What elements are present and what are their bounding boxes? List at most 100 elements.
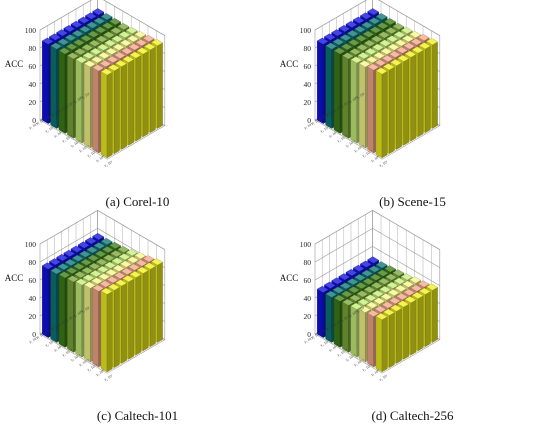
row-tick-label: γ₁ 10⁻²	[332, 318, 344, 327]
z-tick-label: 80	[29, 258, 37, 267]
row-tick-label: γ₁ 10⁻⁵	[311, 117, 323, 126]
bar-r0-c7	[375, 67, 388, 159]
row-tick-label: γ₁ 10⁻¹	[65, 314, 76, 323]
z-tick-label: 60	[304, 276, 312, 285]
col-tick-label: γ₂ 10⁰	[370, 154, 381, 163]
col-tick-label: γ₂ 10⁻⁶	[320, 124, 332, 133]
z-tick-label: 20	[304, 312, 312, 321]
row-tick-label: γ₁ 10⁻⁶	[303, 121, 315, 130]
row-tick-label: γ₁ 10⁻⁴	[318, 113, 330, 122]
panel-caption: (c) Caltech-101	[96, 408, 179, 423]
row-tick-label: γ₁ 10⁰	[73, 95, 84, 104]
z-tick-label: 100	[300, 26, 312, 35]
col-tick-label: γ₂ 10⁻¹	[87, 149, 98, 158]
z-tick-label: 0	[307, 330, 311, 339]
col-tick-label: γ₂ 10¹	[379, 374, 389, 382]
panel-caption: (d) Caltech-256	[371, 408, 454, 423]
row-tick-label: γ₁ 10⁻²	[57, 104, 69, 113]
z-tick-label: 0	[32, 330, 36, 339]
z-tick-label: 60	[29, 62, 37, 71]
z-axis-label: ACC	[280, 59, 299, 69]
col-tick-label: γ₂ 10⁻⁵	[328, 343, 340, 352]
z-tick-label: 80	[304, 44, 312, 53]
chart-panel-caltech-101: 0 20 40 60 80 100 ACC γ₁ 10⁻⁶ γ₁ 10⁻⁵ γ₁ 10⁻⁴ γ₁ 1…	[0, 209, 275, 429]
row-tick-label: γ₁ 10⁻⁵	[311, 331, 323, 340]
chart-panel-caltech-256: 0 20 40 60 80 100 ACC γ₁ 10⁻⁶ γ₁ 10⁻⁵ γ₁ 10⁻⁴ γ₁ 1…	[275, 209, 550, 429]
col-tick-label: γ₂ 10⁰	[370, 368, 381, 377]
z-tick-label: 80	[29, 44, 37, 53]
col-tick-label: γ₂ 10⁻⁶	[45, 124, 57, 133]
bar-r0-c7	[375, 312, 388, 373]
col-tick-label: γ₂ 10⁻³	[70, 353, 82, 362]
col-tick-label: γ₂ 10⁻⁴	[62, 134, 74, 143]
row-tick-label: γ₁ 10⁻⁶	[28, 335, 40, 344]
col-tick-label: γ₂ 10⁰	[95, 368, 106, 377]
z-axis-label: ACC	[5, 273, 24, 283]
grid-line	[314, 210, 373, 245]
col-tick-label: γ₂ 10⁻⁶	[45, 338, 57, 347]
z-tick-label: 20	[29, 312, 37, 321]
col-tick-label: γ₂ 10⁻³	[345, 139, 357, 148]
z-tick-label: 100	[25, 240, 37, 249]
row-tick-label: γ₁ 10¹	[356, 306, 366, 314]
row-tick-label: γ₁ 10¹	[356, 92, 366, 100]
z-tick-label: 40	[29, 294, 37, 303]
row-tick-label: γ₁ 10⁰	[348, 95, 359, 104]
row-tick-label: γ₁ 10⁻¹	[65, 100, 76, 109]
z-tick-label: 100	[300, 240, 312, 249]
grid-line	[103, 0, 165, 36]
col-tick-label: γ₂ 10⁻¹	[362, 363, 373, 372]
bar-r0-c7	[100, 287, 113, 373]
grid-line	[372, 210, 440, 250]
z-tick-label: 0	[307, 116, 311, 125]
col-tick-label: γ₂ 10⁻²	[353, 358, 365, 367]
col-tick-label: γ₂ 10⁻⁵	[53, 129, 65, 138]
row-tick-label: γ₁ 10⁻³	[50, 108, 62, 117]
col-tick-label: γ₂ 10¹	[379, 160, 389, 168]
col-tick-label: γ₂ 10⁻²	[78, 144, 90, 153]
col-tick-label: γ₂ 10⁻³	[70, 139, 82, 148]
bars	[41, 233, 163, 373]
row-tick-label: γ₁ 10⁻⁶	[303, 335, 315, 344]
bars	[41, 8, 163, 159]
col-tick-label: γ₂ 10⁻³	[345, 353, 357, 362]
row-tick-label: γ₁ 10⁻¹	[340, 314, 351, 323]
row-tick-label: γ₁ 10⁻⁴	[318, 327, 330, 336]
row-tick-label: γ₁ 10¹	[81, 306, 91, 314]
row-tick-label: γ₁ 10⁻⁵	[36, 117, 48, 126]
row-tick-label: γ₁ 10⁻⁶	[28, 121, 40, 130]
z-tick-label: 40	[304, 80, 312, 89]
z-tick-label: 80	[304, 258, 312, 267]
z-tick-label: 20	[304, 98, 312, 107]
z-tick-label: 20	[29, 98, 37, 107]
grid-line	[97, 210, 165, 250]
bars	[316, 8, 438, 159]
z-tick-label: 100	[25, 26, 37, 35]
row-tick-label: γ₁ 10⁰	[73, 309, 84, 318]
z-tick-label: 60	[304, 62, 312, 71]
row-tick-label: γ₁ 10⁻³	[325, 322, 337, 331]
row-tick-label: γ₁ 10⁻³	[325, 108, 337, 117]
col-tick-label: γ₂ 10⁻¹	[87, 363, 98, 372]
chart-panel-scene-15: 0 20 40 60 80 100 ACC γ₁ 10⁻⁶ γ₁ 10⁻⁵ γ₁ 10⁻⁴ γ₁ 1…	[275, 0, 550, 214]
row-tick-label: γ₁ 10⁻⁵	[36, 331, 48, 340]
z-tick-label: 40	[304, 294, 312, 303]
col-tick-label: γ₂ 10⁻¹	[362, 149, 373, 158]
bar-r0-c7	[100, 68, 113, 159]
col-tick-label: γ₂ 10⁻⁴	[337, 348, 349, 357]
z-axis-label: ACC	[280, 273, 299, 283]
row-tick-label: γ₁ 10⁻⁴	[43, 113, 55, 122]
col-tick-label: γ₂ 10⁰	[95, 154, 106, 163]
panel-caption: (b) Scene-15	[379, 194, 446, 209]
col-tick-label: γ₂ 10⁻⁴	[62, 348, 74, 357]
panel-caption: (a) Corel-10	[105, 194, 170, 209]
col-tick-label: γ₂ 10¹	[104, 160, 114, 168]
z-axis-label: ACC	[5, 59, 24, 69]
col-tick-label: γ₂ 10⁻⁶	[320, 338, 332, 347]
row-tick-label: γ₁ 10⁻³	[50, 322, 62, 331]
